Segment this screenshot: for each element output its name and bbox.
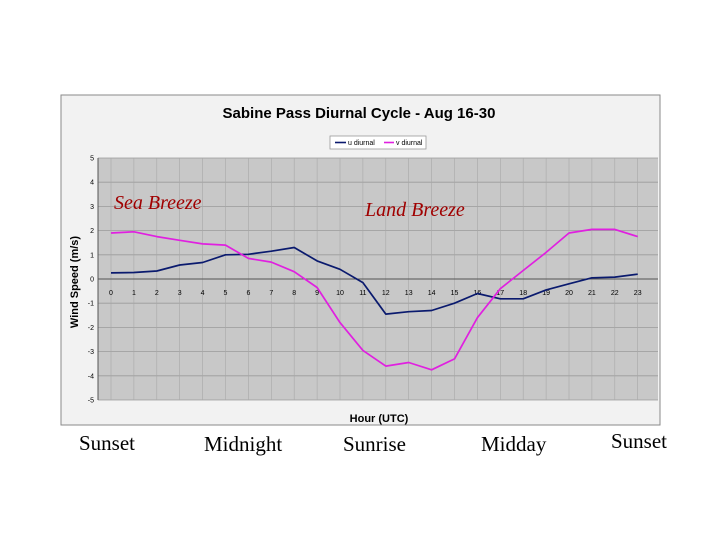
caption-sunset-right: Sunset bbox=[611, 429, 668, 453]
caption-midday: Midday bbox=[481, 432, 547, 456]
y-tick-label: 2 bbox=[90, 228, 94, 235]
y-tick-label: -5 bbox=[88, 398, 94, 405]
x-tick-label: 9 bbox=[315, 290, 319, 297]
series-line-u-diurnal bbox=[110, 246, 638, 315]
x-tick-label: 6 bbox=[246, 290, 250, 297]
x-tick-label: 22 bbox=[611, 290, 619, 297]
y-tick-labels: 5 4 3 2 1 0 -1 -2 -3 -4 -5 bbox=[88, 156, 94, 405]
x-tick-label: 20 bbox=[565, 290, 573, 297]
x-tick-label: 13 bbox=[405, 290, 413, 297]
y-tick-label: 0 bbox=[90, 277, 94, 284]
x-axis-label: Hour (UTC) bbox=[350, 413, 409, 425]
y-tick-label: -2 bbox=[88, 325, 94, 332]
y-tick-label: 4 bbox=[90, 180, 94, 187]
x-tick-label: 18 bbox=[519, 290, 527, 297]
x-tick-label: 2 bbox=[155, 290, 159, 297]
series-lines bbox=[110, 228, 638, 371]
legend-label-u: u diurnal bbox=[348, 140, 375, 147]
x-tick-label: 5 bbox=[224, 290, 228, 297]
legend: u diurnal v diurnal bbox=[329, 135, 427, 150]
x-tick-label: 3 bbox=[178, 290, 182, 297]
x-tick-label: 11 bbox=[359, 290, 366, 297]
x-tick-label: 19 bbox=[542, 290, 550, 297]
legend-box bbox=[329, 135, 427, 150]
y-tick-label: 5 bbox=[90, 156, 94, 163]
legend-label-v: v diurnal bbox=[396, 140, 423, 147]
x-tick-label: 4 bbox=[201, 290, 205, 297]
y-tick-label: 3 bbox=[90, 204, 94, 211]
x-tick-label: 15 bbox=[451, 290, 459, 297]
gridlines bbox=[97, 157, 658, 401]
x-tick-label: 10 bbox=[336, 290, 344, 297]
x-tick-label: 1 bbox=[132, 290, 136, 297]
y-tick-label: -3 bbox=[88, 349, 94, 356]
y-tick-label: 1 bbox=[90, 252, 94, 259]
x-tick-label: 7 bbox=[269, 290, 273, 297]
y-axis-label: Wind Speed (m/s) bbox=[69, 236, 81, 329]
x-tick-label: 8 bbox=[292, 290, 296, 297]
annotation-sea-breeze: Sea Breeze bbox=[114, 192, 202, 214]
caption-sunset-left: Sunset bbox=[79, 431, 136, 455]
x-tick-label: 17 bbox=[496, 290, 504, 297]
x-tick-label: 12 bbox=[382, 290, 390, 297]
annotation-land-breeze: Land Breeze bbox=[364, 199, 465, 221]
series-line-v-diurnal bbox=[110, 228, 638, 371]
x-tick-labels: 0 1 2 3 4 5 6 7 8 9 10 11 12 13 14 15 16 17 18 19 20 21 22 23 bbox=[109, 290, 642, 297]
x-tick-label: 14 bbox=[428, 290, 436, 297]
x-tick-label: 21 bbox=[588, 290, 596, 297]
y-tick-label: -1 bbox=[88, 301, 94, 308]
caption-midnight: Midnight bbox=[204, 432, 283, 456]
x-tick-label: 0 bbox=[109, 290, 113, 297]
caption-sunrise: Sunrise bbox=[343, 432, 406, 456]
y-tick-label: -4 bbox=[88, 373, 94, 380]
chart-title: Sabine Pass Diurnal Cycle - Aug 16-30 bbox=[223, 105, 496, 122]
x-tick-label: 23 bbox=[634, 290, 642, 297]
